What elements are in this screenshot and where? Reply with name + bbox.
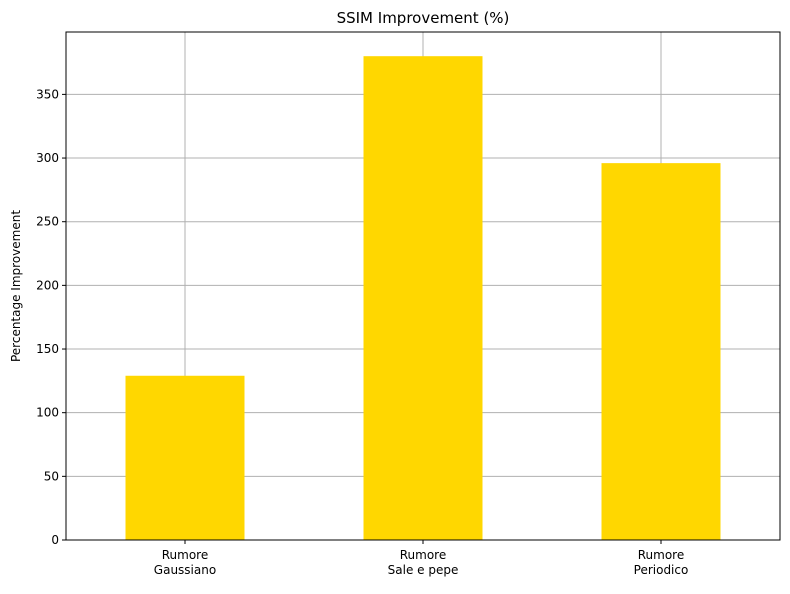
bar: [125, 375, 245, 540]
bar: [601, 163, 721, 540]
y-tick-label: 0: [51, 533, 59, 547]
y-tick-label: 350: [36, 87, 59, 101]
y-axis-label: Percentage Improvement: [9, 210, 23, 362]
y-tick-label: 300: [36, 151, 59, 165]
x-tick-label: Periodico: [634, 563, 689, 577]
x-tick-label: Rumore: [638, 548, 685, 562]
chart-title: SSIM Improvement (%): [337, 9, 510, 27]
x-tick-label: Rumore: [162, 548, 209, 562]
y-tick-label: 200: [36, 278, 59, 292]
bars-layer: [125, 56, 721, 540]
x-tick-label: Rumore: [400, 548, 447, 562]
x-tick-label: Gaussiano: [154, 563, 216, 577]
bar: [363, 56, 483, 540]
x-tick-label: Sale e pepe: [388, 563, 459, 577]
y-tick-label: 100: [36, 406, 59, 420]
y-tick-label: 50: [44, 469, 59, 483]
y-tick-label: 150: [36, 342, 59, 356]
ticks-layer: 050100150200250300350RumoreGaussianoRumo…: [36, 87, 688, 577]
y-tick-label: 250: [36, 215, 59, 229]
